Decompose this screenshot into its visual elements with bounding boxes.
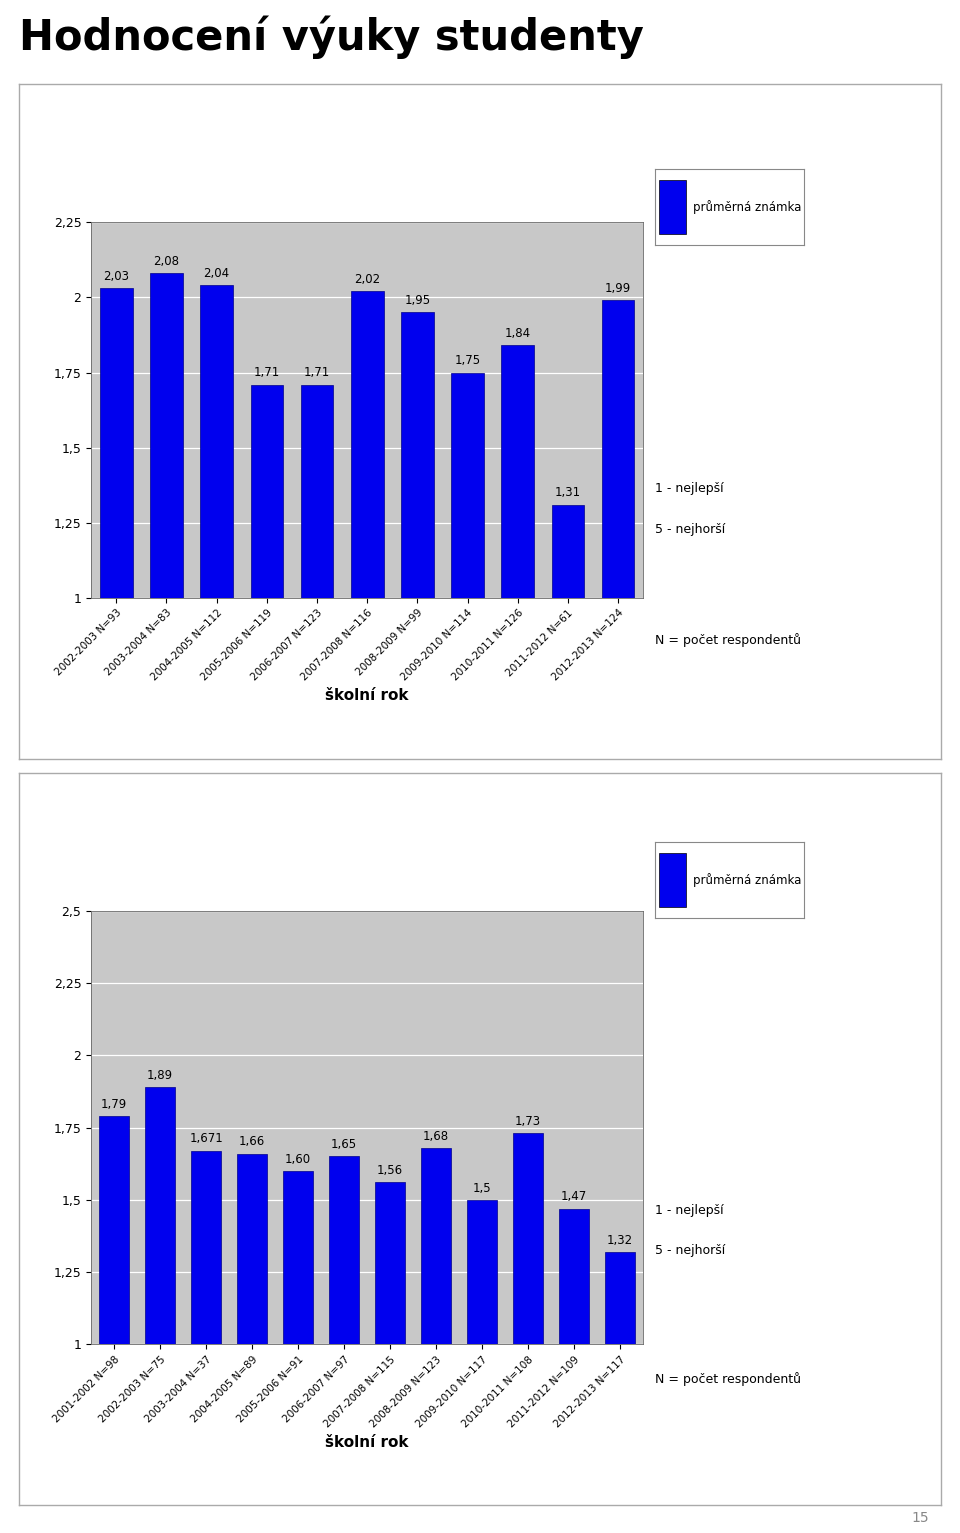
Bar xyxy=(421,1148,451,1344)
Bar xyxy=(201,285,233,598)
Text: Hodnocení praktických cvičení z Psychiatrie hodnocených
známkou 1–5: Hodnocení praktických cvičení z Psychiat… xyxy=(218,816,669,846)
Text: 1,71: 1,71 xyxy=(253,366,280,379)
Bar xyxy=(99,1116,130,1344)
Bar xyxy=(150,273,182,598)
Bar xyxy=(251,385,283,598)
Text: 1,32: 1,32 xyxy=(607,1234,634,1246)
Text: 1,671: 1,671 xyxy=(189,1133,223,1145)
Text: 1,84: 1,84 xyxy=(505,327,531,340)
Text: N = počet respondentů: N = počet respondentů xyxy=(655,633,801,647)
Text: 1,95: 1,95 xyxy=(404,294,430,307)
Bar xyxy=(283,1171,313,1344)
Text: 2,04: 2,04 xyxy=(204,267,229,279)
Bar xyxy=(351,291,383,598)
Text: 2,03: 2,03 xyxy=(104,270,130,282)
Bar xyxy=(514,1133,543,1344)
Text: 5 - nejhorší: 5 - nejhorší xyxy=(655,523,725,537)
Text: 15: 15 xyxy=(912,1512,929,1525)
Bar xyxy=(451,373,484,598)
Text: 2,02: 2,02 xyxy=(354,273,380,285)
Bar xyxy=(145,1087,175,1344)
Bar xyxy=(237,1153,267,1344)
Text: 1,66: 1,66 xyxy=(239,1136,265,1148)
Bar xyxy=(191,1151,221,1344)
Text: Hodnocení výuky studenty: Hodnocení výuky studenty xyxy=(19,15,644,58)
X-axis label: školní rok: školní rok xyxy=(325,688,409,704)
X-axis label: školní rok: školní rok xyxy=(325,1435,409,1450)
Text: 1,99: 1,99 xyxy=(605,282,632,294)
Text: 1,75: 1,75 xyxy=(454,354,481,366)
Text: 1,89: 1,89 xyxy=(147,1069,173,1082)
Text: 5 - nejhorší: 5 - nejhorší xyxy=(655,1243,725,1257)
Bar xyxy=(468,1200,497,1344)
Text: průměrná známka: průměrná známka xyxy=(693,872,802,888)
Text: 1,47: 1,47 xyxy=(561,1190,588,1203)
Text: 1,65: 1,65 xyxy=(331,1137,357,1151)
Text: 1,71: 1,71 xyxy=(304,366,330,379)
Bar xyxy=(560,1208,589,1344)
Bar xyxy=(605,1252,636,1344)
Text: 1,5: 1,5 xyxy=(473,1182,492,1194)
Text: 1,31: 1,31 xyxy=(555,486,581,500)
Text: 1 - nejlepší: 1 - nejlepší xyxy=(655,481,723,495)
Text: 1,68: 1,68 xyxy=(423,1130,449,1142)
Text: 1,56: 1,56 xyxy=(377,1164,403,1177)
Bar xyxy=(501,345,534,598)
Bar xyxy=(329,1156,359,1344)
Bar xyxy=(300,385,333,598)
Text: 1,60: 1,60 xyxy=(285,1153,311,1165)
Bar xyxy=(100,288,132,598)
Bar xyxy=(602,300,635,598)
Bar xyxy=(660,181,686,235)
Bar xyxy=(401,313,434,598)
Text: 1,73: 1,73 xyxy=(516,1114,541,1128)
Text: 1,79: 1,79 xyxy=(101,1098,128,1111)
Bar xyxy=(375,1182,405,1344)
Bar xyxy=(660,852,686,908)
Text: průměrná známka: průměrná známka xyxy=(693,199,802,215)
Bar xyxy=(552,504,585,598)
Text: 2,08: 2,08 xyxy=(154,254,180,268)
Text: N = počet respondentů: N = počet respondentů xyxy=(655,1372,801,1386)
Text: Výuka studentů všeobecného lékařství ve 3. ročníku, hodnocení
praktických cvičen: Výuka studentů všeobecného lékařství ve … xyxy=(167,127,719,159)
Text: 1 - nejlepší: 1 - nejlepší xyxy=(655,1203,723,1217)
